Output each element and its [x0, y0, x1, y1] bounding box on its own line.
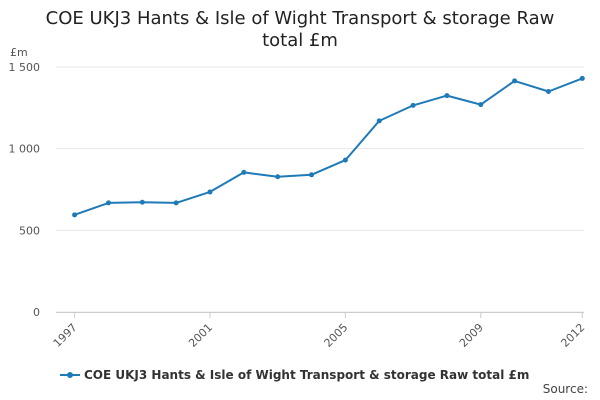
x-tick-label: 2012 [558, 321, 587, 350]
series-line [74, 77, 583, 216]
data-point[interactable] [579, 75, 585, 81]
data-point[interactable] [241, 169, 247, 175]
y-tick-label: 0 [33, 306, 40, 319]
x-tick-label: 2009 [457, 321, 486, 350]
x-axis: 1997 2001 2005 2009 2012 [51, 312, 587, 350]
data-point[interactable] [444, 93, 450, 99]
data-point[interactable] [139, 199, 145, 205]
y-tick-label: 1 500 [9, 61, 41, 74]
series-layer [72, 75, 585, 218]
source-label[interactable]: Source: [542, 382, 588, 396]
legend[interactable]: COE UKJ3 Hants & Isle of Wight Transport… [60, 366, 529, 384]
chart-title-line-1: COE UKJ3 Hants & Isle of Wight Transport… [45, 8, 555, 29]
data-point[interactable] [173, 200, 179, 206]
data-point[interactable] [410, 102, 416, 108]
data-point[interactable] [275, 174, 281, 180]
x-tick-label: 1997 [51, 321, 80, 350]
x-tick-label: 2001 [186, 321, 215, 350]
data-point[interactable] [512, 78, 518, 84]
gridlines [56, 66, 584, 313]
legend-label: COE UKJ3 Hants & Isle of Wight Transport… [84, 368, 530, 382]
y-tick-label: 500 [19, 224, 40, 237]
data-point[interactable] [309, 172, 315, 178]
data-point[interactable] [72, 212, 78, 218]
data-point[interactable] [342, 157, 348, 163]
y-tick-label: 1 000 [9, 143, 41, 156]
data-point[interactable] [207, 189, 213, 195]
data-point[interactable] [478, 102, 484, 108]
legend-line-symbol-icon [60, 369, 80, 381]
data-point[interactable] [545, 89, 551, 94]
y-axis-label: £m [10, 46, 28, 59]
x-tick-label: 2005 [322, 321, 351, 350]
data-point[interactable] [376, 118, 382, 124]
chart-title: COE UKJ3 Hants & Isle of Wight Transport… [0, 8, 600, 52]
chart-title-line-2: total £m [262, 30, 338, 51]
data-point[interactable] [105, 200, 111, 206]
y-axis: 0 500 1 000 1 500 £m [9, 46, 41, 319]
